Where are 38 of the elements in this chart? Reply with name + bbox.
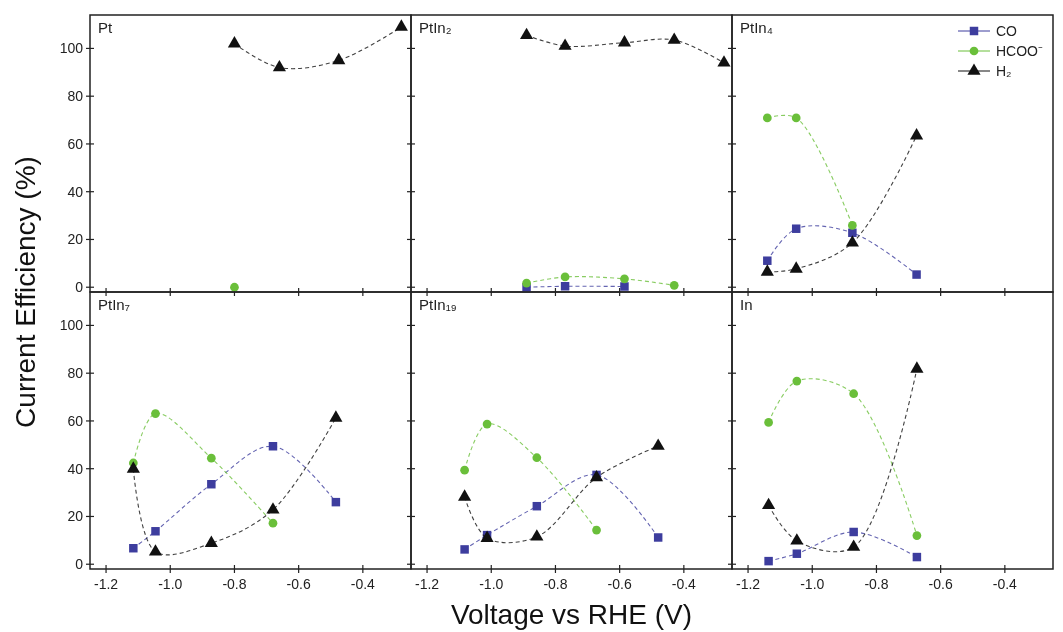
y-tick-label: 20 bbox=[67, 508, 84, 525]
chart-title: PtIn₂ bbox=[419, 19, 452, 36]
y-tick-label: 0 bbox=[75, 556, 84, 573]
chart-title: PtIn₁₉ bbox=[419, 296, 457, 313]
x-tick-label: -1.0 bbox=[800, 576, 825, 592]
y-tick-label: 20 bbox=[67, 231, 84, 248]
x-tick-label: -1.0 bbox=[479, 576, 504, 592]
x-tick-label: -1.2 bbox=[414, 576, 440, 592]
legend-label: CO bbox=[996, 22, 1018, 39]
x-tick-label: -0.8 bbox=[222, 576, 247, 592]
x-axis-title: Voltage vs RHE (V) bbox=[450, 599, 693, 630]
y-tick-label: 40 bbox=[67, 460, 84, 477]
x-tick-label: -0.8 bbox=[543, 576, 568, 592]
y-tick-label: 40 bbox=[67, 183, 84, 200]
x-tick-label: -0.6 bbox=[286, 576, 311, 592]
y-tick-label: 60 bbox=[67, 412, 84, 429]
legend-label: H₂ bbox=[996, 62, 1012, 79]
chart-title: Pt bbox=[98, 19, 113, 36]
y-tick-label: 60 bbox=[67, 135, 84, 152]
x-tick-label: -0.4 bbox=[992, 576, 1018, 592]
x-tick-label: -0.4 bbox=[350, 576, 376, 592]
x-tick-label: -0.6 bbox=[607, 576, 632, 592]
x-tick-label: -1.2 bbox=[93, 576, 119, 592]
x-tick-label: -1.2 bbox=[735, 576, 761, 592]
y-tick-label: 80 bbox=[67, 88, 84, 105]
x-tick-label: -0.6 bbox=[928, 576, 953, 592]
y-axis-title: Current Efficiency (%) bbox=[10, 156, 41, 428]
y-tick-label: 0 bbox=[75, 279, 84, 296]
chart-title: PtIn₇ bbox=[98, 296, 130, 313]
x-tick-label: -0.8 bbox=[864, 576, 889, 592]
y-tick-label: 100 bbox=[59, 317, 84, 334]
x-tick-label: -1.0 bbox=[158, 576, 183, 592]
x-tick-label: -0.4 bbox=[671, 576, 697, 592]
chart-title: PtIn₄ bbox=[740, 19, 773, 36]
chart-title: In bbox=[740, 296, 753, 313]
y-tick-label: 80 bbox=[67, 365, 84, 382]
legend-label: HCOO⁻ bbox=[996, 42, 1043, 59]
y-tick-label: 100 bbox=[59, 40, 84, 57]
